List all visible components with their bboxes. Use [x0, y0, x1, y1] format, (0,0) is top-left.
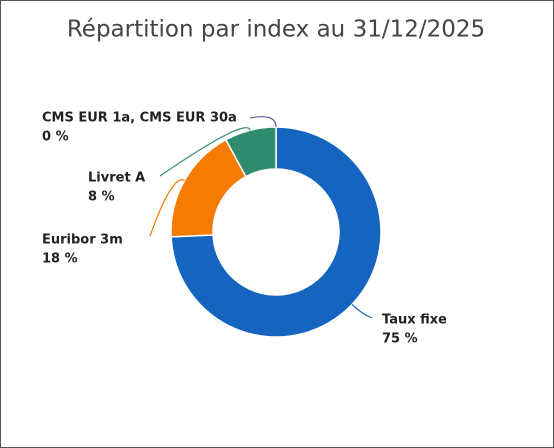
leader-line	[159, 127, 251, 177]
slice-label: Euribor 3m	[42, 233, 123, 248]
slice-label: CMS EUR 1a, CMS EUR 30a	[42, 111, 237, 126]
leader-line	[149, 179, 185, 237]
slice-value: 0 %	[42, 130, 69, 145]
slice-value: 75 %	[382, 332, 418, 347]
slice-value: 18 %	[42, 252, 78, 267]
slice-label: Livret A	[88, 171, 145, 186]
leader-line	[249, 116, 277, 128]
slice	[170, 126, 382, 338]
slice-label: Taux fixe	[382, 313, 447, 328]
slice-value: 8 %	[88, 190, 115, 205]
leader-line	[351, 304, 373, 319]
chart-title: Répartition par index au 31/12/2025	[67, 17, 485, 43]
